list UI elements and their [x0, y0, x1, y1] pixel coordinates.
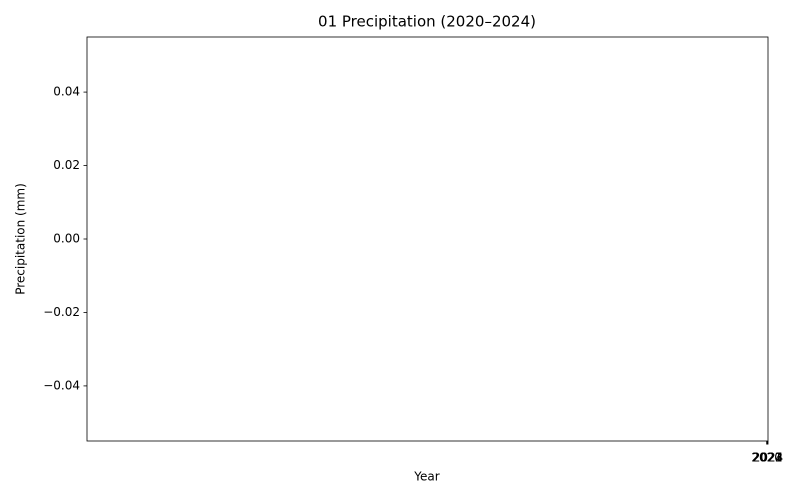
- y-tick-label: −0.02: [43, 305, 80, 319]
- y-tick-label: −0.04: [43, 378, 80, 392]
- y-axis-label: Precipitation (mm): [14, 183, 28, 295]
- y-tick-label: 0.02: [53, 158, 80, 172]
- plot-frame: [86, 36, 769, 442]
- x-tick-label: 2020: [751, 451, 782, 465]
- x-tick-label: 2023: [752, 451, 783, 465]
- y-tick-label: 0.00: [53, 232, 80, 246]
- x-tick-label: 2021: [752, 451, 783, 465]
- x-tick-label: 2022: [752, 451, 783, 465]
- x-axis-label: Year: [413, 470, 439, 484]
- x-tick-label: 2024: [753, 451, 784, 465]
- y-tick-label: 0.04: [53, 85, 80, 99]
- chart-title: 01 Precipitation (2020–2024): [318, 13, 536, 31]
